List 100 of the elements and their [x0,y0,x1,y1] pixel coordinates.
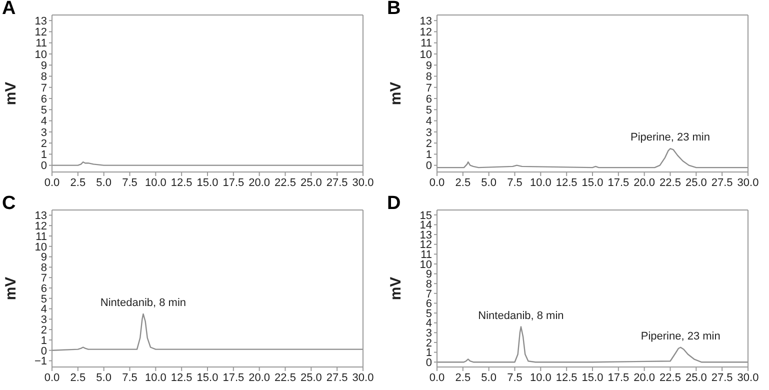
line-series [52,313,363,351]
x-tick-label: 30.0 [352,372,374,384]
x-tick-label: 5.0 [96,176,112,189]
y-tick-label: 4 [426,116,432,128]
x-tick-label: 5.0 [481,176,496,189]
y-tick-label: 10 [34,48,47,61]
x-tick-label: 20.0 [248,176,270,189]
y-tick-label: 6 [40,282,47,295]
y-tick-label: 1 [40,334,47,347]
y-tick-label: 5 [40,104,47,117]
x-tick-label: 2.5 [455,176,471,189]
annotation: Piperine, 23 min [630,132,710,144]
y-tick-label: 3 [426,126,432,139]
y-axis-title: mV [2,276,20,300]
x-tick-label: 0.0 [44,372,60,384]
y-tick-label: 12 [420,26,432,39]
x-tick-label: 20.0 [634,372,656,384]
x-tick-label: 2.5 [70,372,86,384]
annotation: Nintedanib, 8 min [100,296,186,309]
y-tick-label: 0 [426,160,432,172]
x-tick-label: 0.0 [429,176,445,189]
x-tick-label: 27.5 [326,372,348,384]
y-tick-label: 8 [426,278,432,290]
y-axis-title: mV [2,82,20,106]
annotation: Nintedanib, 8 min [478,310,564,322]
y-tick-label: 8 [40,71,47,84]
y-tick-label: 3 [426,328,432,340]
line-series [437,148,748,168]
x-tick-label: 25.0 [685,372,707,384]
x-tick-label: 17.5 [608,176,630,189]
y-tick-label: 4 [40,116,47,128]
y-tick-label: 2 [40,138,47,150]
x-tick-label: 30.0 [352,176,374,189]
annotation: Piperine, 23 min [640,330,720,342]
x-tick-label: 27.5 [711,176,733,189]
x-tick-label: 0.0 [44,176,60,189]
y-tick-label: 13 [34,210,47,222]
chart-title: D [387,193,401,215]
x-tick-label: 25.0 [300,372,322,384]
y-tick-label: 13 [34,15,47,28]
x-tick-label: 25.0 [685,176,707,189]
y-tick-label: 0 [40,160,47,172]
y-axis-title: mV [387,82,404,106]
y-tick-label: 8 [40,262,47,274]
y-tick-label: 6 [40,93,47,106]
chart-title: B [387,0,401,20]
x-tick-label: 12.5 [556,372,578,384]
x-tick-label: 25.0 [300,176,322,189]
x-tick-label: 7.5 [122,176,138,189]
y-tick-label: 11 [420,249,432,262]
line-series [437,326,748,363]
y-tick-label: 1 [426,347,432,360]
y-tick-label: 7 [426,288,432,300]
x-tick-label: 22.5 [660,176,681,189]
x-tick-label: 20.0 [248,372,270,384]
x-tick-label: 17.5 [608,372,630,384]
x-tick-label: 22.5 [660,372,681,384]
x-tick-label: 15.0 [582,176,604,189]
y-axis-title: mV [387,276,404,300]
y-tick-label: 10 [420,258,432,271]
x-tick-label: 7.5 [507,176,522,189]
y-tick-label: 7 [40,272,47,284]
y-tick-label: 6 [426,93,432,106]
chart-title: A [2,0,16,20]
y-tick-label: 12 [34,220,47,232]
x-tick-label: 0.0 [429,372,445,384]
x-tick-label: 15.0 [582,372,604,384]
x-tick-label: 27.5 [326,176,348,189]
y-tick-label: 11 [36,230,47,243]
y-tick-label: 8 [426,71,432,84]
y-tick-label: 0 [40,345,47,358]
x-tick-label: 20.0 [634,176,656,189]
x-tick-label: 30.0 [737,372,759,384]
y-tick-label: 7 [40,82,47,94]
x-tick-label: 2.5 [455,372,471,384]
y-tick-label: 5 [426,104,432,117]
x-tick-label: 30.0 [737,176,759,189]
x-tick-label: 15.0 [196,372,218,384]
y-tick-label: 14 [420,220,432,232]
x-tick-label: 17.5 [222,176,244,189]
y-tick-label: 6 [426,298,432,310]
y-tick-label: −1 [34,356,47,368]
y-tick-label: 12 [34,26,47,39]
y-tick-label: 0 [426,357,432,369]
x-tick-label: 10.0 [144,176,166,189]
y-tick-label: 9 [426,60,432,72]
y-tick-label: 1 [40,149,47,162]
x-tick-label: 2.5 [70,176,86,189]
y-tick-label: 11 [36,38,47,50]
x-tick-label: 10.0 [530,176,552,189]
y-tick-label: 2 [40,324,47,336]
y-tick-label: 5 [40,293,47,306]
y-tick-label: 4 [426,318,432,330]
x-tick-label: 12.5 [556,176,578,189]
x-tick-label: 7.5 [507,372,522,384]
x-tick-label: 7.5 [122,372,138,384]
y-tick-label: 9 [426,268,432,281]
x-tick-label: 22.5 [274,176,296,189]
y-tick-label: 7 [426,82,432,94]
y-tick-label: 12 [420,239,432,252]
